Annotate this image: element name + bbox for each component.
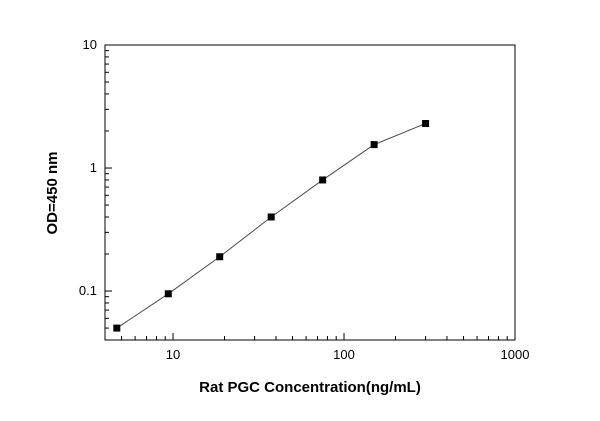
x-tick-label: 100	[333, 347, 355, 362]
y-axis-title: OD=450 nm	[44, 152, 61, 235]
x-axis-title: Rat PGC Concentration(ng/mL)	[199, 379, 421, 396]
y-tick-label: 0.1	[79, 283, 97, 298]
data-point-marker	[113, 324, 121, 332]
data-point-marker	[216, 253, 224, 261]
data-point-marker	[319, 176, 327, 184]
x-tick-label: 1000	[501, 347, 530, 362]
data-point-marker	[370, 141, 378, 149]
y-tick-label: 10	[83, 37, 97, 52]
data-point-marker	[422, 120, 430, 128]
x-tick-label: 10	[166, 347, 180, 362]
plot-frame	[104, 44, 516, 341]
data-point-marker	[164, 290, 172, 298]
y-tick-label: 1	[90, 160, 97, 175]
data-point-marker	[267, 213, 275, 221]
